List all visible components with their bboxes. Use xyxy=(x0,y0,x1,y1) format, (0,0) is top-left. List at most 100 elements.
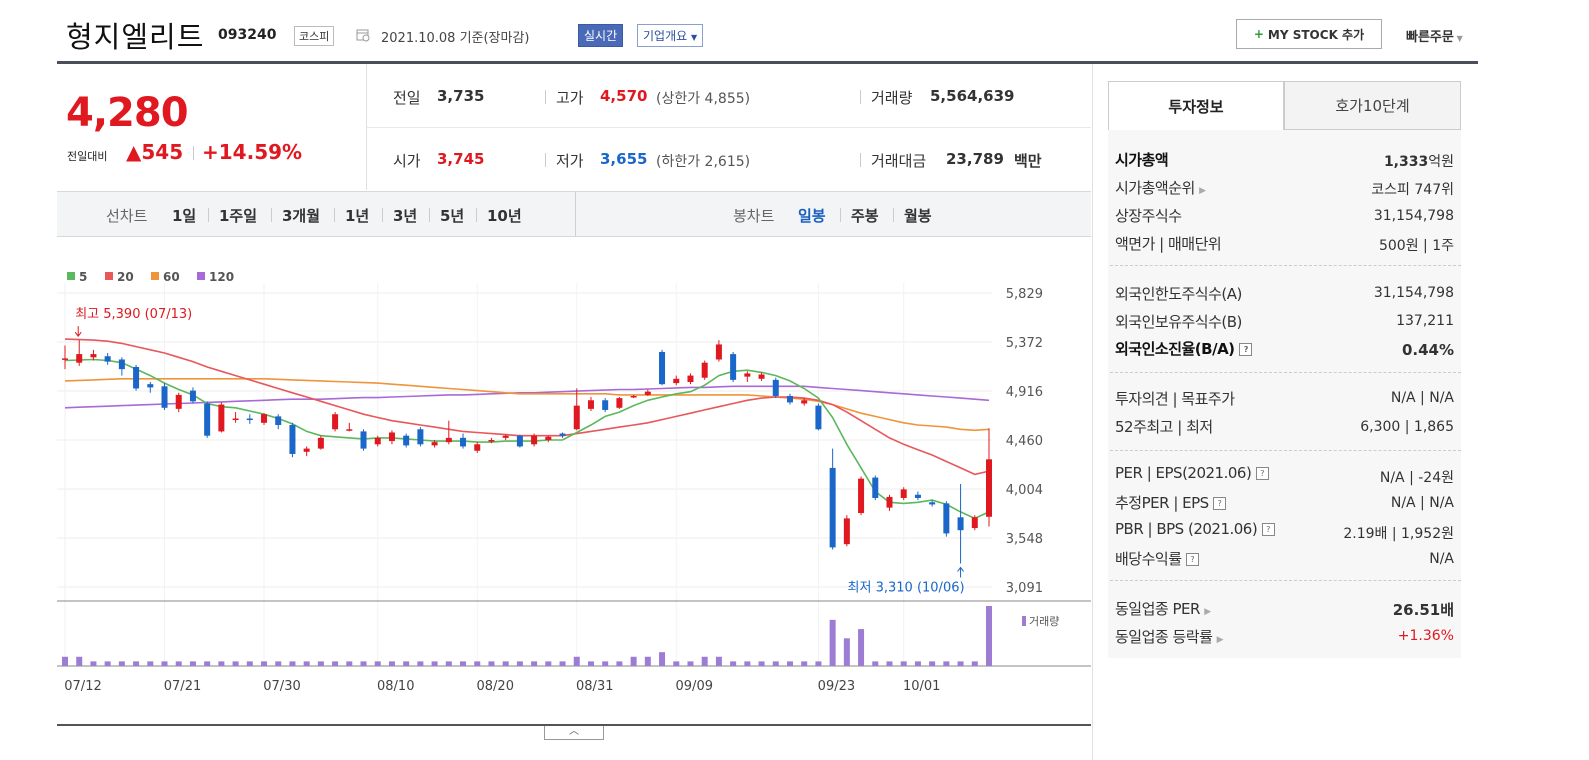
candle-body xyxy=(886,496,893,508)
period-3y[interactable]: 3년 xyxy=(393,207,418,225)
market-badge: 코스피 xyxy=(294,26,335,46)
volume-bar xyxy=(332,661,339,666)
period-10y[interactable]: 10년 xyxy=(487,207,522,225)
candle-body xyxy=(246,418,253,421)
volume-bar xyxy=(758,661,765,666)
volume-bar xyxy=(786,661,793,666)
plus-icon: + xyxy=(1253,27,1264,41)
volume-bar xyxy=(929,661,936,666)
volume-bar xyxy=(76,656,83,666)
tab-invest-info[interactable]: 투자정보 xyxy=(1108,81,1284,130)
ma60-line xyxy=(64,378,990,432)
divider xyxy=(208,208,209,222)
low-arrow-icon xyxy=(957,566,964,578)
volume-bar xyxy=(516,661,523,666)
quick-order-button[interactable]: 빠른주문 ▼ xyxy=(1406,26,1463,45)
candle-daily[interactable]: 일봉 xyxy=(798,207,826,225)
candle-body xyxy=(971,517,978,529)
candle-weekly[interactable]: 주봉 xyxy=(851,207,879,225)
divider xyxy=(860,153,861,167)
listed-shares: 31,154,798 xyxy=(1373,208,1454,224)
x-tick-label: 08/20 xyxy=(477,679,514,694)
my-stock-add-button[interactable]: + MY STOCK 추가 xyxy=(1236,19,1382,49)
candle-body xyxy=(531,435,538,445)
period-5y[interactable]: 5년 xyxy=(440,207,465,225)
price-chart[interactable]: 5,829 5,372 4,916 4,460 4,004 3,548 3,091 07/12… xyxy=(57,238,1091,724)
volume-bar xyxy=(886,661,893,666)
candle-body xyxy=(587,400,594,409)
company-overview-button[interactable]: 기업개요 ▼ xyxy=(637,24,704,47)
per-eps-label-wrap: PER | EPS(2021.06) ? xyxy=(1115,464,1269,482)
period-1d[interactable]: 1일 xyxy=(172,207,197,225)
candle-body xyxy=(289,424,296,454)
divider xyxy=(1110,450,1461,451)
par-unit: 500원 | 1주 xyxy=(1378,238,1454,254)
volume-bar xyxy=(417,661,424,666)
divider xyxy=(429,208,430,222)
price-panel xyxy=(57,64,365,190)
volume-bar xyxy=(545,661,552,666)
candle-body xyxy=(360,431,367,449)
chevron-down-icon: ▼ xyxy=(691,33,698,42)
help-icon[interactable]: ? xyxy=(1261,523,1275,536)
x-tick-label: 08/10 xyxy=(377,679,414,694)
collapse-handle[interactable]: ︿ xyxy=(544,726,604,740)
per-eps: N/A | -24원 xyxy=(1379,470,1454,486)
candle-body xyxy=(275,416,282,425)
volume-bar xyxy=(175,661,182,666)
candle-body xyxy=(62,358,68,360)
stock-name: 형지엘리트 xyxy=(66,20,205,54)
divider xyxy=(334,208,335,222)
help-icon[interactable]: ? xyxy=(1212,497,1226,510)
candle-monthly[interactable]: 월봉 xyxy=(904,207,932,225)
candle-body xyxy=(175,394,182,409)
period-3m[interactable]: 3개월 xyxy=(282,207,321,225)
candle-body xyxy=(843,518,850,545)
invest-info-body xyxy=(1108,130,1461,658)
divider xyxy=(893,208,894,222)
sector-per-link[interactable]: 동일업종 PER ▶ xyxy=(1115,598,1211,619)
volume-bar xyxy=(644,656,651,666)
legend-swatch xyxy=(67,272,75,280)
dividend-label: 배당수익률 xyxy=(1115,550,1182,568)
period-toolbar xyxy=(57,191,1091,237)
ma5-line xyxy=(64,358,990,520)
tab-order-book[interactable]: 호가10단계 xyxy=(1284,81,1461,130)
volume-bar xyxy=(701,656,708,666)
legend-label: 5 xyxy=(79,270,87,284)
volume-bar xyxy=(843,638,850,666)
low-annotation: 최저 3,310 (10/06) xyxy=(848,580,965,595)
volume-bar xyxy=(858,629,865,666)
est-per-label-wrap: 추정PER | EPS ? xyxy=(1115,492,1226,513)
candle-body xyxy=(502,435,509,438)
change-value: ▲545 xyxy=(126,140,184,164)
help-icon[interactable]: ? xyxy=(1185,553,1199,566)
open-value: 3,745 xyxy=(437,150,485,168)
volume-bar xyxy=(488,661,495,666)
divider xyxy=(575,192,576,236)
help-icon[interactable]: ? xyxy=(1239,343,1253,356)
period-1y[interactable]: 1년 xyxy=(345,207,370,225)
market-cap-value: 1,333 xyxy=(1383,154,1429,170)
candle-body xyxy=(204,403,211,436)
candle-body xyxy=(602,400,609,410)
chevron-up-icon: ︿ xyxy=(569,726,579,737)
realtime-button[interactable]: 실시간 xyxy=(578,24,624,47)
sector-change-link[interactable]: 동일업종 등락률 ▶ xyxy=(1115,626,1224,647)
w52-label: 52주최고 | 최저 xyxy=(1115,418,1213,436)
period-1w[interactable]: 1주일 xyxy=(219,207,258,225)
market-cap-rank-link[interactable]: 시가총액순위 ▶ xyxy=(1115,177,1206,198)
help-icon[interactable]: ? xyxy=(1255,467,1269,480)
prev-close-label: 전일 xyxy=(393,89,421,107)
candle-body xyxy=(644,391,651,395)
volume-bar xyxy=(744,661,751,666)
volume-bar xyxy=(204,661,211,666)
candle-body xyxy=(417,429,424,445)
volume-bar xyxy=(815,661,822,666)
ma120-line xyxy=(64,385,990,409)
volume-bar xyxy=(772,661,779,666)
volume-bar xyxy=(687,661,694,666)
chevron-right-icon: ▶ xyxy=(1204,607,1211,617)
foreign-ratio-label: 외국인소진율(B/A) xyxy=(1115,340,1235,358)
legend-swatch xyxy=(105,272,113,280)
